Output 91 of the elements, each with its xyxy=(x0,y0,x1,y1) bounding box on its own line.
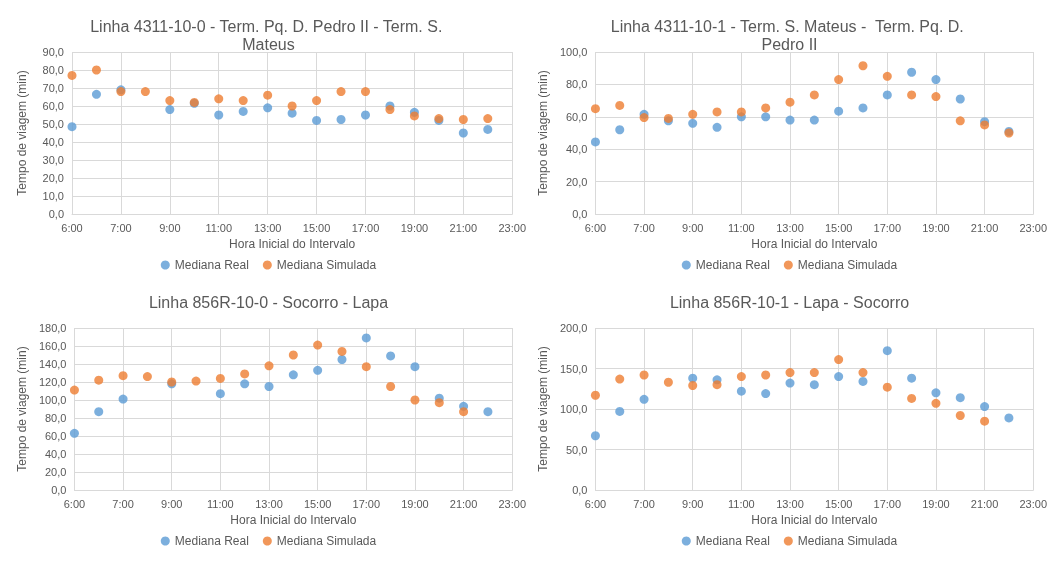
x-tick-label: 11:00 xyxy=(728,221,755,234)
x-tick-label: 7:00 xyxy=(633,221,655,234)
y-tick-label: 80,0 xyxy=(45,412,67,424)
chart-title: Linha 4311-10-1 - Term. S. Mateus - Term. Pq. D. Pedro II xyxy=(610,17,969,53)
legend-label: Mediana Real xyxy=(695,258,770,272)
legend-label: Mediana Real xyxy=(174,258,249,272)
y-tick-label: 50,0 xyxy=(566,443,588,456)
x-tick-label: 13:00 xyxy=(776,497,804,510)
x-tick-label: 23:00 xyxy=(1019,221,1047,234)
x-tick-label: 19:00 xyxy=(401,497,429,510)
y-tick-label: 100,0 xyxy=(559,403,588,415)
y-tick-label: 50,0 xyxy=(42,118,64,130)
y-tick-label: 90,0 xyxy=(42,46,64,58)
x-tick-label: 11:00 xyxy=(205,221,233,234)
y-tick-label: 0,0 xyxy=(48,208,64,220)
y-tick-label: 200,0 xyxy=(559,322,588,334)
x-tick-label: 9:00 xyxy=(159,221,181,234)
x-tick-label: 9:00 xyxy=(682,497,704,510)
y-tick-label: 20,0 xyxy=(45,466,67,478)
y-tick-label: 40,0 xyxy=(45,448,67,460)
x-tick-label: 21:00 xyxy=(970,221,999,234)
y-tick-label: 60,0 xyxy=(566,110,588,123)
chart-title: Linha 4311-10-0 - Term. Pq. D. Pedro II - Term. S. Mateus xyxy=(90,17,447,53)
x-tick-label: 21:00 xyxy=(449,497,478,510)
x-axis-title: Hora Inicial do Intervalo xyxy=(229,236,356,251)
y-tick-label: 0,0 xyxy=(51,484,67,496)
y-tick-label: 100,0 xyxy=(559,46,588,58)
chart-title: Linha 856R-10-0 - Socorro - Lapa xyxy=(148,293,389,311)
y-tick-label: 150,0 xyxy=(559,362,588,375)
y-tick-label: 180,0 xyxy=(38,322,67,334)
x-tick-label: 15:00 xyxy=(824,497,853,510)
x-tick-label: 17:00 xyxy=(873,221,902,234)
y-tick-label: 40,0 xyxy=(42,136,64,148)
x-tick-label: 6:00 xyxy=(584,221,607,234)
legend-label: Mediana Simulada xyxy=(276,258,377,272)
x-tick-label: 19:00 xyxy=(922,497,950,510)
y-axis-title: Tempo de viagem (min) xyxy=(15,70,29,196)
x-tick-label: 13:00 xyxy=(253,221,282,234)
legend-label: Mediana Real xyxy=(695,534,770,548)
x-tick-label: 17:00 xyxy=(351,221,380,234)
x-tick-label: 15:00 xyxy=(824,221,853,234)
x-axis-title: Hora Inicial do Intervalo xyxy=(751,512,878,527)
x-tick-label: 13:00 xyxy=(255,497,283,510)
y-tick-label: 20,0 xyxy=(42,172,64,184)
y-tick-label: 20,0 xyxy=(566,175,588,188)
y-tick-label: 60,0 xyxy=(42,100,64,112)
y-tick-label: 120,0 xyxy=(38,376,67,388)
y-tick-label: 30,0 xyxy=(42,154,64,166)
x-tick-label: 23:00 xyxy=(498,497,526,510)
x-tick-label: 17:00 xyxy=(873,497,902,510)
x-tick-label: 6:00 xyxy=(584,497,607,510)
x-tick-label: 9:00 xyxy=(161,497,183,510)
x-tick-label: 19:00 xyxy=(400,221,429,234)
y-tick-label: 80,0 xyxy=(42,64,64,76)
x-tick-label: 23:00 xyxy=(498,221,526,234)
x-tick-label: 15:00 xyxy=(302,221,331,234)
y-tick-label: 70,0 xyxy=(42,82,64,94)
x-axis-title: Hora Inicial do Intervalo xyxy=(751,236,878,251)
x-tick-label: 17:00 xyxy=(352,497,381,510)
x-tick-label: 11:00 xyxy=(728,497,755,510)
y-tick-label: 0,0 xyxy=(572,208,588,220)
x-tick-label: 13:00 xyxy=(776,221,804,234)
x-tick-label: 7:00 xyxy=(110,221,132,234)
legend-label: Mediana Simulada xyxy=(797,534,898,548)
y-tick-label: 80,0 xyxy=(566,78,588,91)
legend-label: Mediana Simulada xyxy=(797,258,898,272)
x-tick-label: 7:00 xyxy=(112,497,134,510)
x-tick-label: 19:00 xyxy=(922,221,950,234)
y-tick-label: 160,0 xyxy=(38,340,67,352)
x-tick-label: 23:00 xyxy=(1019,497,1047,510)
y-axis-title: Tempo de viagem (min) xyxy=(15,346,29,472)
y-tick-label: 10,0 xyxy=(42,190,64,202)
x-tick-label: 7:00 xyxy=(633,497,655,510)
x-axis-title: Hora Inicial do Intervalo xyxy=(230,512,357,527)
x-tick-label: 21:00 xyxy=(970,497,999,510)
x-tick-label: 11:00 xyxy=(207,497,234,510)
x-tick-label: 9:00 xyxy=(682,221,704,234)
y-tick-label: 60,0 xyxy=(45,430,67,442)
x-tick-label: 21:00 xyxy=(449,221,478,234)
y-tick-label: 140,0 xyxy=(38,358,67,370)
legend-label: Mediana Simulada xyxy=(276,534,377,548)
legend-label: Mediana Real xyxy=(174,534,249,548)
x-tick-label: 6:00 xyxy=(61,221,83,234)
y-tick-label: 100,0 xyxy=(38,394,67,406)
y-axis-title: Tempo de viagem (min) xyxy=(536,346,550,472)
y-tick-label: 40,0 xyxy=(566,143,588,156)
chart-title: Linha 856R-10-1 - Lapa - Socorro xyxy=(669,293,910,311)
x-tick-label: 6:00 xyxy=(63,497,86,510)
y-axis-title: Tempo de viagem (min) xyxy=(536,70,550,196)
y-tick-label: 0,0 xyxy=(572,484,588,496)
x-tick-label: 15:00 xyxy=(303,497,332,510)
